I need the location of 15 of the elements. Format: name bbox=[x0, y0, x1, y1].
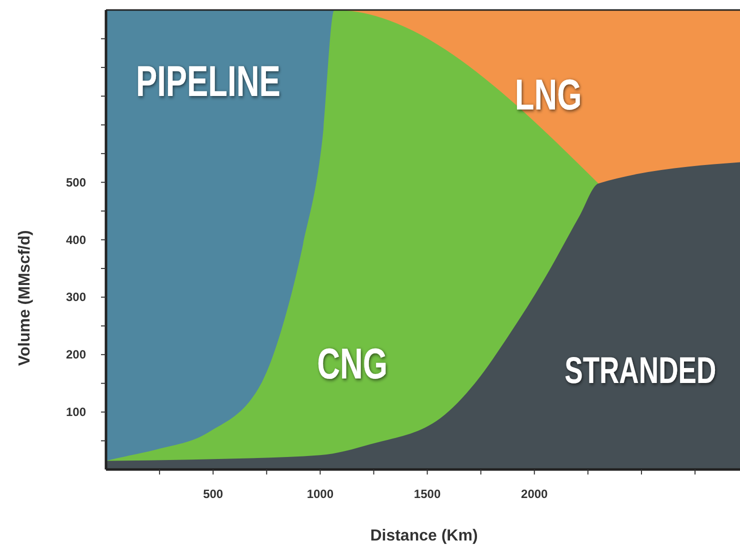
y-tick-label: 200 bbox=[66, 348, 86, 362]
series-label: STRANDED bbox=[564, 349, 716, 392]
y-tick-label: 100 bbox=[66, 405, 86, 420]
x-axis-title: Distance (Km) bbox=[370, 528, 478, 544]
x-tick-label: 500 bbox=[203, 487, 224, 501]
series-label: CNG bbox=[317, 341, 388, 389]
series-label: PIPELINE bbox=[136, 58, 280, 106]
y-tick-label: 300 bbox=[66, 290, 86, 304]
y-tick-label: 400 bbox=[66, 232, 86, 247]
x-tick-label: 2000 bbox=[521, 487, 548, 501]
y-tick-label: 500 bbox=[66, 175, 86, 190]
x-tick-label: 1000 bbox=[306, 487, 334, 501]
y-axis-title: Volume (MMscf/d) bbox=[16, 230, 34, 366]
x-tick-label: 1500 bbox=[414, 487, 441, 501]
series-label: LNG bbox=[514, 72, 582, 120]
